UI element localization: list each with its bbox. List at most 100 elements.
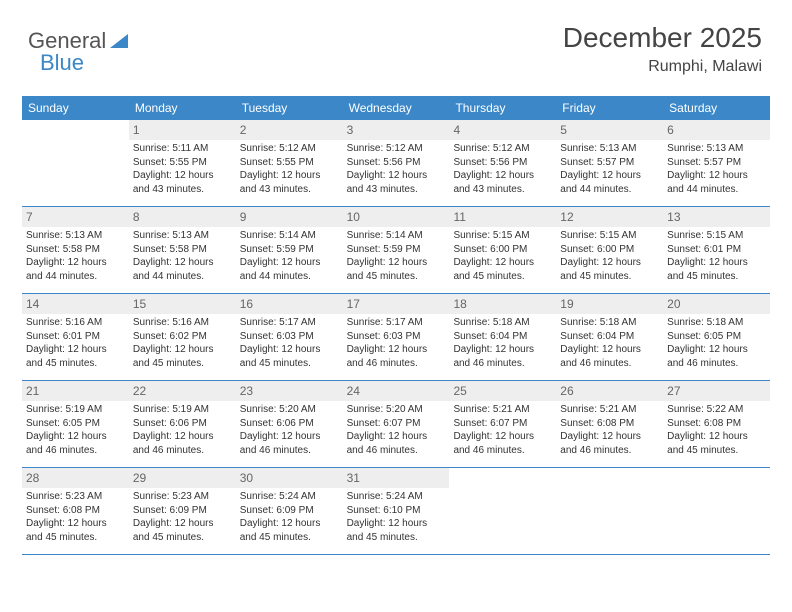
day-cell: 11Sunrise: 5:15 AMSunset: 6:00 PMDayligh… <box>449 207 556 293</box>
daylight-text: and 46 minutes. <box>347 357 446 371</box>
daylight-text: Daylight: 12 hours <box>667 256 766 270</box>
day-cell: 2Sunrise: 5:12 AMSunset: 5:55 PMDaylight… <box>236 120 343 206</box>
sunrise-text: Sunrise: 5:15 AM <box>667 229 766 243</box>
day-cell: 31Sunrise: 5:24 AMSunset: 6:10 PMDayligh… <box>343 468 450 554</box>
daylight-text: Daylight: 12 hours <box>240 343 339 357</box>
daylight-text: Daylight: 12 hours <box>133 256 232 270</box>
daylight-text: and 45 minutes. <box>26 357 125 371</box>
day-number: 1 <box>129 120 236 140</box>
sunset-text: Sunset: 6:05 PM <box>667 330 766 344</box>
daylight-text: Daylight: 12 hours <box>240 430 339 444</box>
sunset-text: Sunset: 6:05 PM <box>26 417 125 431</box>
sunset-text: Sunset: 6:06 PM <box>133 417 232 431</box>
sunrise-text: Sunrise: 5:13 AM <box>667 142 766 156</box>
daylight-text: and 45 minutes. <box>560 270 659 284</box>
daylight-text: and 46 minutes. <box>453 357 552 371</box>
daylight-text: and 45 minutes. <box>347 270 446 284</box>
day-number: 5 <box>556 120 663 140</box>
daylight-text: Daylight: 12 hours <box>133 430 232 444</box>
daylight-text: and 45 minutes. <box>26 531 125 545</box>
daylight-text: Daylight: 12 hours <box>453 343 552 357</box>
daylight-text: Daylight: 12 hours <box>26 256 125 270</box>
sunset-text: Sunset: 6:04 PM <box>453 330 552 344</box>
day-number: 9 <box>236 207 343 227</box>
month-title: December 2025 <box>563 22 762 54</box>
day-number: 21 <box>22 381 129 401</box>
day-number: 25 <box>449 381 556 401</box>
sunset-text: Sunset: 5:55 PM <box>133 156 232 170</box>
daylight-text: Daylight: 12 hours <box>26 517 125 531</box>
sunset-text: Sunset: 5:57 PM <box>667 156 766 170</box>
day-cell: 6Sunrise: 5:13 AMSunset: 5:57 PMDaylight… <box>663 120 770 206</box>
daylight-text: and 45 minutes. <box>133 357 232 371</box>
day-number: 30 <box>236 468 343 488</box>
daylight-text: Daylight: 12 hours <box>347 517 446 531</box>
sunrise-text: Sunrise: 5:24 AM <box>240 490 339 504</box>
sunset-text: Sunset: 5:58 PM <box>133 243 232 257</box>
day-number: 4 <box>449 120 556 140</box>
day-cell: 4Sunrise: 5:12 AMSunset: 5:56 PMDaylight… <box>449 120 556 206</box>
day-header: Thursday <box>449 96 556 120</box>
day-number: 29 <box>129 468 236 488</box>
day-number: 19 <box>556 294 663 314</box>
day-cell: 21Sunrise: 5:19 AMSunset: 6:05 PMDayligh… <box>22 381 129 467</box>
daylight-text: Daylight: 12 hours <box>26 430 125 444</box>
day-number: 18 <box>449 294 556 314</box>
sunrise-text: Sunrise: 5:20 AM <box>240 403 339 417</box>
daylight-text: Daylight: 12 hours <box>240 517 339 531</box>
day-cell: 20Sunrise: 5:18 AMSunset: 6:05 PMDayligh… <box>663 294 770 380</box>
week-row: 1Sunrise: 5:11 AMSunset: 5:55 PMDaylight… <box>22 120 770 207</box>
week-row: 28Sunrise: 5:23 AMSunset: 6:08 PMDayligh… <box>22 468 770 555</box>
daylight-text: and 44 minutes. <box>560 183 659 197</box>
day-number: 17 <box>343 294 450 314</box>
daylight-text: Daylight: 12 hours <box>667 430 766 444</box>
sunset-text: Sunset: 6:01 PM <box>667 243 766 257</box>
sunset-text: Sunset: 6:08 PM <box>560 417 659 431</box>
week-row: 7Sunrise: 5:13 AMSunset: 5:58 PMDaylight… <box>22 207 770 294</box>
day-number: 22 <box>129 381 236 401</box>
day-number: 31 <box>343 468 450 488</box>
day-cell: 24Sunrise: 5:20 AMSunset: 6:07 PMDayligh… <box>343 381 450 467</box>
day-number: 16 <box>236 294 343 314</box>
sunrise-text: Sunrise: 5:12 AM <box>453 142 552 156</box>
daylight-text: and 46 minutes. <box>560 357 659 371</box>
day-number: 7 <box>22 207 129 227</box>
day-number: 3 <box>343 120 450 140</box>
calendar: Sunday Monday Tuesday Wednesday Thursday… <box>22 96 770 555</box>
sunrise-text: Sunrise: 5:18 AM <box>560 316 659 330</box>
sunset-text: Sunset: 6:03 PM <box>240 330 339 344</box>
day-cell: 30Sunrise: 5:24 AMSunset: 6:09 PMDayligh… <box>236 468 343 554</box>
day-header: Tuesday <box>236 96 343 120</box>
day-cell: 7Sunrise: 5:13 AMSunset: 5:58 PMDaylight… <box>22 207 129 293</box>
logo-text-b: Blue <box>40 50 84 76</box>
day-number: 12 <box>556 207 663 227</box>
day-cell: 14Sunrise: 5:16 AMSunset: 6:01 PMDayligh… <box>22 294 129 380</box>
daylight-text: Daylight: 12 hours <box>560 169 659 183</box>
day-cell: 23Sunrise: 5:20 AMSunset: 6:06 PMDayligh… <box>236 381 343 467</box>
sunrise-text: Sunrise: 5:15 AM <box>560 229 659 243</box>
sunrise-text: Sunrise: 5:23 AM <box>26 490 125 504</box>
daylight-text: and 46 minutes. <box>667 357 766 371</box>
sunset-text: Sunset: 6:10 PM <box>347 504 446 518</box>
day-number: 28 <box>22 468 129 488</box>
day-header: Monday <box>129 96 236 120</box>
daylight-text: and 45 minutes. <box>667 444 766 458</box>
day-header: Sunday <box>22 96 129 120</box>
daylight-text: and 44 minutes. <box>667 183 766 197</box>
daylight-text: Daylight: 12 hours <box>133 169 232 183</box>
day-number: 11 <box>449 207 556 227</box>
sunset-text: Sunset: 6:00 PM <box>560 243 659 257</box>
daylight-text: and 45 minutes. <box>133 531 232 545</box>
day-cell <box>663 468 770 554</box>
day-header: Wednesday <box>343 96 450 120</box>
daylight-text: and 46 minutes. <box>133 444 232 458</box>
daylight-text: and 46 minutes. <box>347 444 446 458</box>
location-subtitle: Rumphi, Malawi <box>563 58 762 76</box>
day-cell <box>22 120 129 206</box>
daylight-text: Daylight: 12 hours <box>347 256 446 270</box>
day-cell: 27Sunrise: 5:22 AMSunset: 6:08 PMDayligh… <box>663 381 770 467</box>
day-cell: 12Sunrise: 5:15 AMSunset: 6:00 PMDayligh… <box>556 207 663 293</box>
sunset-text: Sunset: 6:07 PM <box>347 417 446 431</box>
sunrise-text: Sunrise: 5:13 AM <box>26 229 125 243</box>
day-number: 10 <box>343 207 450 227</box>
